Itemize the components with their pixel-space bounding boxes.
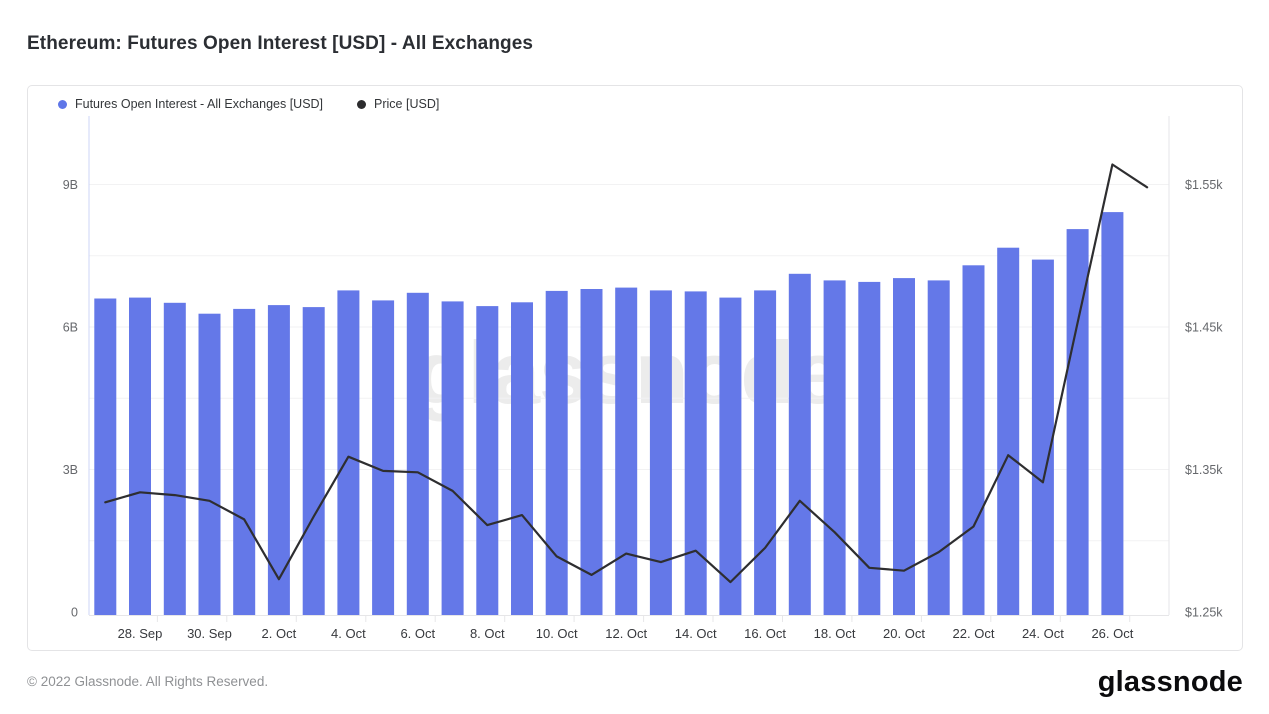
x-axis-date-label: 4. Oct	[331, 626, 366, 641]
oi-bar-7-Oct[interactable]	[441, 301, 464, 615]
oi-bar-8-Oct[interactable]	[476, 306, 499, 615]
oi-bar-4-Oct[interactable]	[337, 290, 360, 615]
open-interest-series-dot-icon	[58, 99, 67, 109]
right-axis-tick-label: $1.35k	[1185, 463, 1223, 477]
oi-bar-11-Oct[interactable]	[580, 289, 603, 615]
x-axis-date-label: 10. Oct	[536, 626, 578, 641]
glassnode-logo: glassnode	[1097, 666, 1243, 698]
x-axis-date-label: 28. Sep	[118, 626, 163, 641]
legend-item-open-interest[interactable]: Futures Open Interest - All Exchanges [U…	[58, 97, 323, 111]
oi-bar-6-Oct[interactable]	[406, 292, 429, 615]
oi-bar-16-Oct[interactable]	[754, 290, 777, 615]
oi-bar-30-Sep[interactable]	[198, 313, 221, 615]
oi-bar-23-Oct[interactable]	[997, 247, 1020, 615]
x-axis-date-label: 26. Oct	[1091, 626, 1133, 641]
left-axis-tick-label: 9B	[63, 178, 78, 192]
x-axis-date-label: 14. Oct	[675, 626, 717, 641]
oi-bar-22-Oct[interactable]	[962, 265, 985, 616]
left-axis-tick-label: 0	[71, 606, 78, 620]
oi-bar-29-Sep[interactable]	[163, 302, 186, 615]
oi-bar-14-Oct[interactable]	[684, 291, 707, 615]
oi-bar-18-Oct[interactable]	[823, 280, 846, 615]
x-axis-date-label: 20. Oct	[883, 626, 925, 641]
left-axis-tick-label: 3B	[63, 463, 78, 477]
x-axis-date-label: 12. Oct	[605, 626, 647, 641]
oi-bar-1-Oct[interactable]	[233, 308, 256, 615]
oi-bar-2-Oct[interactable]	[267, 305, 290, 615]
x-axis-date-label: 8. Oct	[470, 626, 505, 641]
right-axis-tick-label: $1.45k	[1185, 321, 1223, 335]
page-title: Ethereum: Futures Open Interest [USD] - …	[27, 33, 534, 54]
x-axis-date-label: 16. Oct	[744, 626, 786, 641]
legend-label-price: Price [USD]	[374, 97, 440, 111]
price-series-dot-icon	[357, 99, 367, 109]
footer-copyright: © 2022 Glassnode. All Rights Reserved.	[27, 674, 269, 689]
oi-bar-3-Oct[interactable]	[302, 307, 325, 615]
x-axis-date-label: 24. Oct	[1022, 626, 1064, 641]
oi-bar-12-Oct[interactable]	[615, 287, 638, 615]
x-axis-date-label: 22. Oct	[953, 626, 995, 641]
legend-item-price[interactable]: Price [USD]	[357, 97, 439, 111]
right-axis-tick-label: $1.55k	[1185, 178, 1223, 192]
x-axis-date-label: 18. Oct	[814, 626, 856, 641]
oi-bar-15-Oct[interactable]	[719, 297, 742, 615]
oi-bar-27-Sep[interactable]	[94, 298, 117, 616]
right-axis-tick-label: $1.25k	[1185, 606, 1223, 620]
oi-bar-28-Sep[interactable]	[129, 297, 151, 615]
oi-bar-25-Oct[interactable]	[1066, 229, 1089, 615]
left-axis-tick-label: 6B	[63, 321, 78, 335]
price-line	[104, 163, 1149, 584]
oi-bar-21-Oct[interactable]	[927, 280, 950, 615]
x-axis-date-label: 30. Sep	[187, 626, 232, 641]
oi-bar-9-Oct[interactable]	[511, 302, 533, 615]
oi-bar-26-Oct[interactable]	[1101, 212, 1124, 615]
chart-legend: Futures Open Interest - All Exchanges [U…	[58, 97, 439, 111]
oi-bar-10-Oct[interactable]	[545, 290, 568, 615]
oi-bar-13-Oct[interactable]	[649, 290, 672, 615]
oi-bar-20-Oct[interactable]	[893, 278, 915, 615]
dual-axis-chart-plot: 0 3B 6B 9B $1.25k $1.35k $1.45k $1.55k 28. Sep 30…	[63, 116, 1223, 641]
legend-label-open-interest: Futures Open Interest - All Exchanges [U…	[75, 97, 324, 111]
oi-bar-19-Oct[interactable]	[858, 281, 881, 615]
oi-bar-5-Oct[interactable]	[372, 300, 395, 615]
oi-bar-17-Oct[interactable]	[788, 273, 811, 615]
oi-bar-24-Oct[interactable]	[1031, 259, 1054, 615]
chart-card: Futures Open Interest - All Exchanges [U…	[27, 85, 1243, 651]
x-axis-date-label: 2. Oct	[262, 626, 297, 641]
x-axis-date-label: 6. Oct	[400, 626, 435, 641]
